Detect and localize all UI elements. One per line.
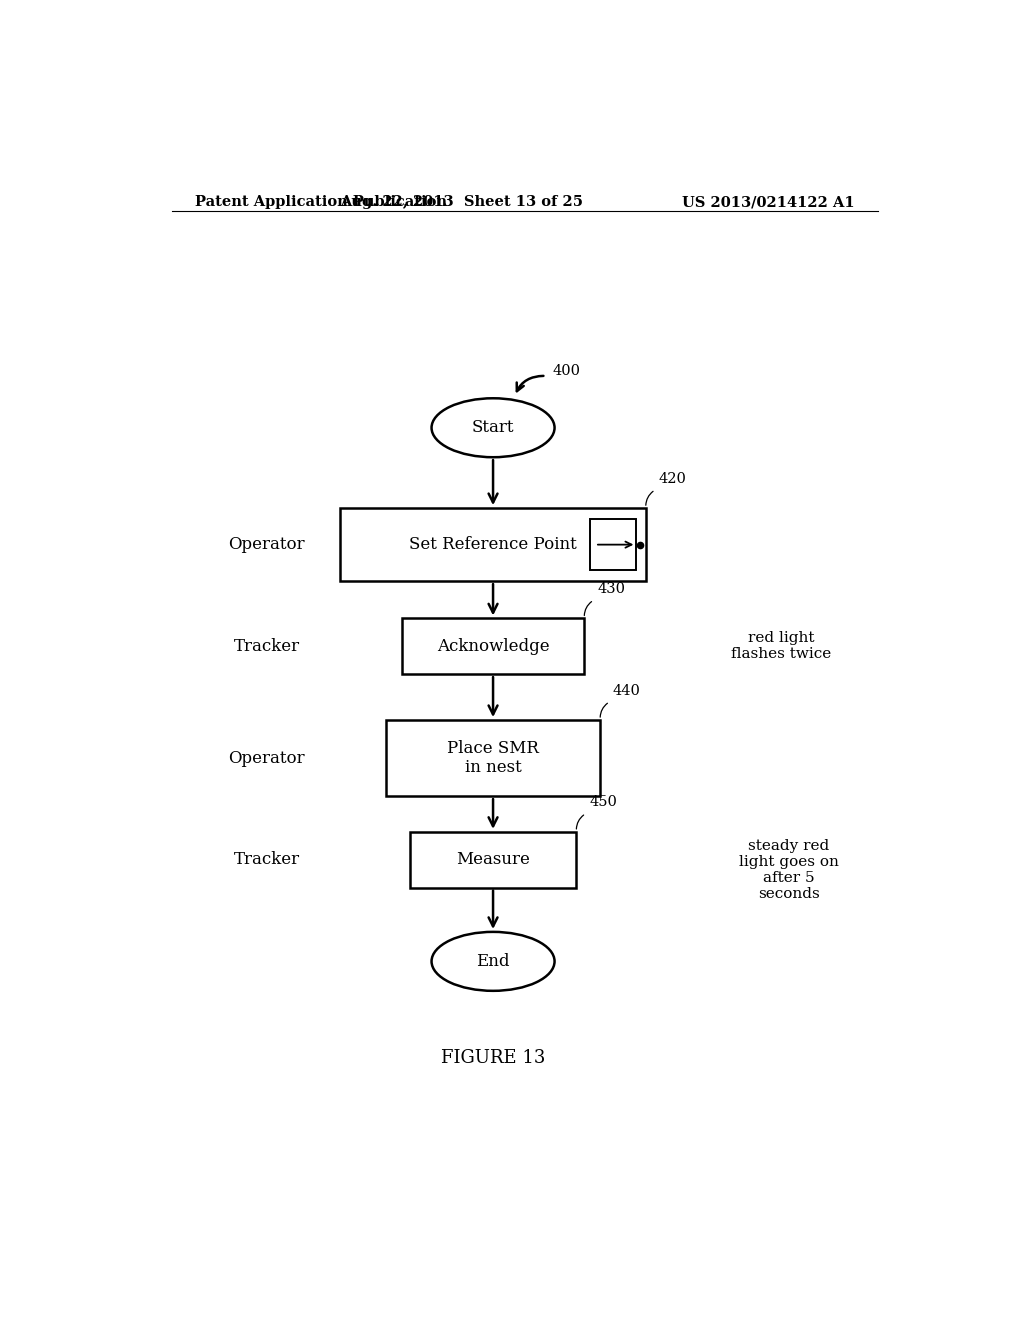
Text: steady red
light goes on
after 5
seconds: steady red light goes on after 5 seconds: [739, 838, 839, 902]
Text: Aug. 22, 2013  Sheet 13 of 25: Aug. 22, 2013 Sheet 13 of 25: [340, 195, 583, 209]
Text: Patent Application Publication: Patent Application Publication: [196, 195, 447, 209]
Text: Operator: Operator: [228, 536, 305, 553]
Text: End: End: [476, 953, 510, 970]
Text: FIGURE 13: FIGURE 13: [441, 1049, 545, 1067]
Text: US 2013/0214122 A1: US 2013/0214122 A1: [682, 195, 854, 209]
Text: 440: 440: [613, 684, 641, 697]
Bar: [590, 519, 636, 570]
Text: Acknowledge: Acknowledge: [437, 638, 549, 655]
Text: 420: 420: [658, 471, 686, 486]
Text: 430: 430: [597, 582, 625, 595]
Text: Place SMR
in nest: Place SMR in nest: [447, 739, 539, 776]
Bar: [410, 832, 577, 887]
Text: Start: Start: [472, 420, 514, 436]
Bar: [386, 719, 600, 796]
Bar: [401, 618, 585, 675]
Text: 450: 450: [589, 796, 616, 809]
Text: Measure: Measure: [456, 851, 530, 869]
Text: Tracker: Tracker: [233, 851, 300, 869]
Text: Tracker: Tracker: [233, 638, 300, 655]
Text: Set Reference Point: Set Reference Point: [410, 536, 577, 553]
Text: Operator: Operator: [228, 750, 305, 767]
Bar: [340, 508, 646, 581]
Text: red light
flashes twice: red light flashes twice: [731, 631, 831, 661]
Text: 400: 400: [553, 364, 581, 378]
